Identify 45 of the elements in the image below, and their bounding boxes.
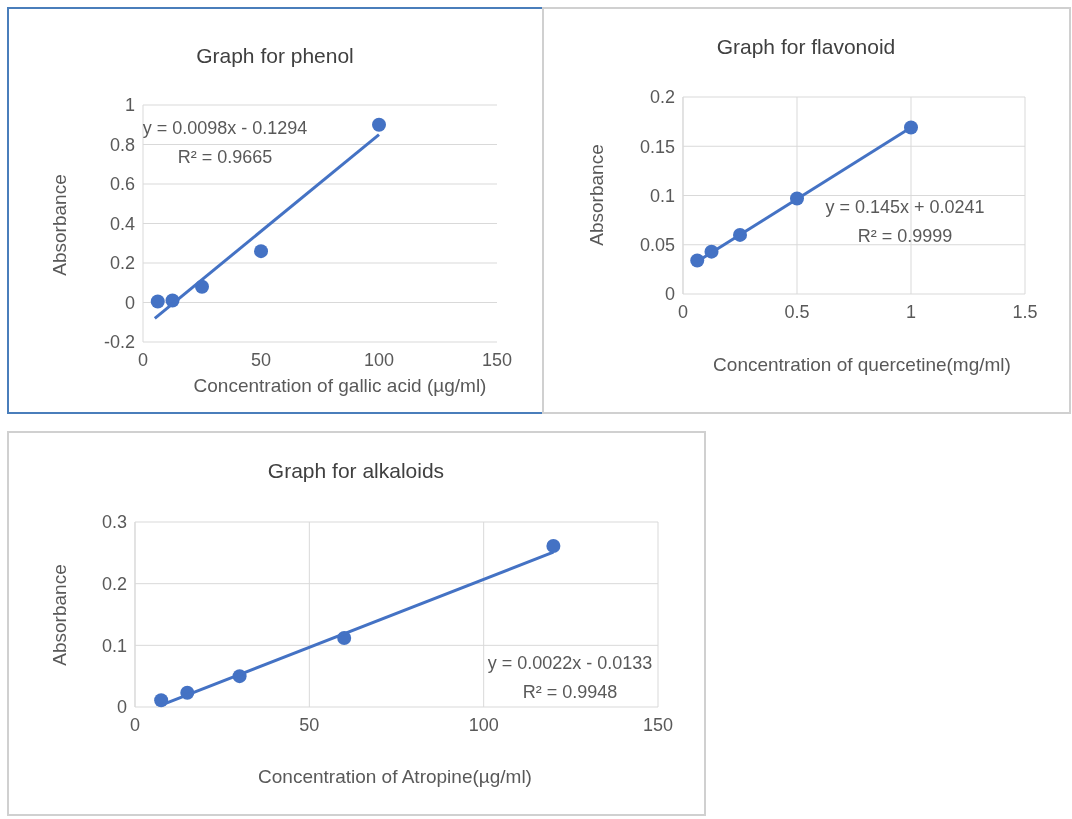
annotation: R² = 0.9665 [177, 147, 273, 167]
x-tick-label: 150 [481, 350, 513, 370]
point [150, 294, 165, 309]
chart-title: Graph for phenol [196, 44, 354, 67]
y-tick-label: -0.2 [103, 332, 135, 353]
chart-title: Graph for alkaloids [267, 459, 445, 482]
y-tick-label: 0.2 [109, 253, 135, 274]
x-axis-title: Concentration of Atropine(µg/ml) [258, 766, 532, 787]
y-tick-label: 0.05 [639, 235, 675, 256]
x-tick-label: 0 [677, 302, 689, 322]
point [546, 539, 561, 554]
annotation: y = 0.0022x - 0.0133 [487, 653, 653, 673]
annotation: R² = 0.9999 [857, 226, 953, 246]
y-tick-label: 0.8 [109, 134, 135, 155]
x-tick-label: 1 [905, 302, 917, 322]
x-tick-label: 100 [468, 715, 499, 735]
x-tick-label: 0 [137, 350, 149, 370]
x-axis-title: Concentration of quercetine(mg/ml) [713, 354, 1011, 375]
x-tick-label: 150 [642, 715, 674, 735]
y-tick-label: 0.4 [109, 213, 135, 234]
x-axis-title: Concentration of gallic acid (µg/ml) [193, 375, 487, 396]
y-tick-label: 0.15 [639, 136, 675, 157]
y-tick-label: 1 [124, 95, 135, 116]
y-axis-title: Absorbance [586, 144, 607, 246]
x-tick-label: 50 [299, 715, 320, 735]
x-tick-label: 1.5 [1012, 302, 1038, 322]
y-tick-label: 0 [664, 284, 675, 305]
y-tick-label: 0.3 [101, 512, 127, 533]
chart-title: Graph for flavonoid [716, 35, 896, 58]
x-tick-label: 100 [363, 350, 395, 370]
y-tick-label: 0.1 [101, 635, 127, 656]
y-tick-label: 0.2 [649, 87, 675, 108]
annotation: R² = 0.9948 [522, 682, 618, 702]
point [254, 244, 268, 259]
y-tick-label: 0.6 [109, 174, 135, 195]
y-axis-title: Absorbance [49, 564, 70, 666]
annotation: y = 0.0098x - 0.1294 [142, 118, 308, 138]
annotation: y = 0.145x + 0.0241 [825, 197, 985, 217]
x-tick-label: 50 [250, 350, 272, 370]
x-tick-label: 0.5 [784, 302, 810, 322]
y-tick-label: 0 [116, 697, 127, 718]
y-tick-label: 0.1 [649, 185, 675, 206]
y-axis-title: Absorbance [49, 174, 70, 276]
point [372, 117, 386, 132]
y-tick-label: 0.2 [101, 573, 127, 594]
